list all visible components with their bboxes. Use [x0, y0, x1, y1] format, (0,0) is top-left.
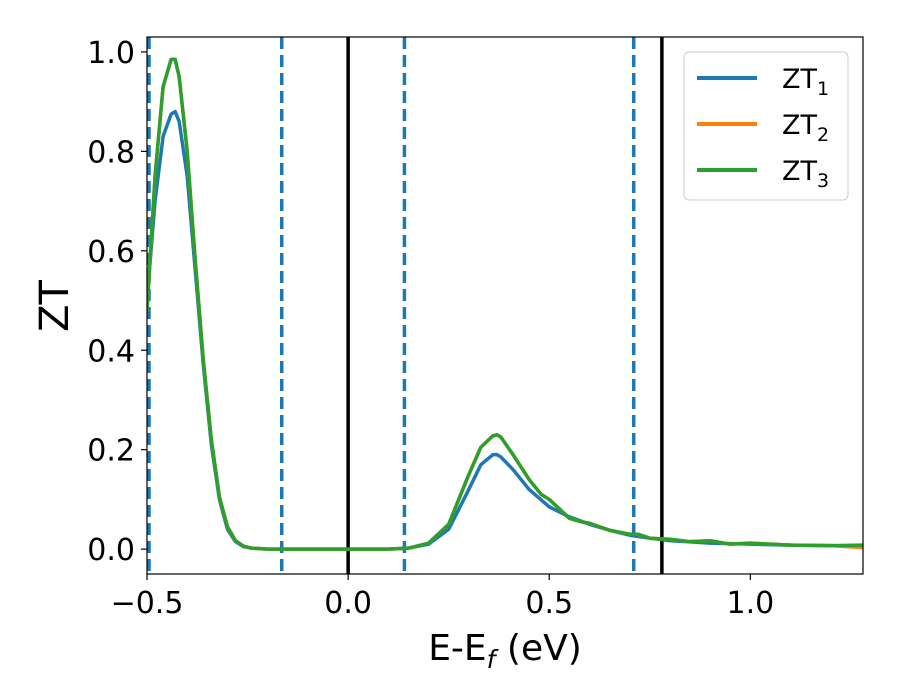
plot-frame — [146, 36, 864, 575]
legend-label-zt1: ZT1 — [782, 64, 829, 100]
y-axis-label: ZT — [32, 280, 78, 332]
x-tick-label: 1.0 — [727, 586, 775, 621]
y-tick-label: 1.0 — [87, 36, 135, 71]
y-tick-label: 0.2 — [87, 434, 135, 469]
series-lines — [147, 57, 863, 551]
x-axis-label: E-Ef (eV) — [428, 628, 582, 674]
x-axis-ticks: −0.5 0.0 0.5 1.0 — [111, 574, 775, 621]
y-axis-ticks: 0.0 0.2 0.4 0.6 0.8 1.0 — [87, 36, 147, 568]
y-tick-label: 0.4 — [87, 334, 135, 369]
reference-lines — [147, 37, 664, 574]
x-tick-label: 0.5 — [525, 586, 573, 621]
legend: ZT1 ZT2 ZT3 — [683, 51, 849, 201]
legend-box — [683, 51, 849, 201]
legend-entries: ZT1 ZT2 ZT3 — [697, 64, 829, 192]
y-tick-label: 0.8 — [87, 135, 135, 170]
legend-label-zt3: ZT3 — [782, 156, 829, 192]
legend-label-zt2: ZT2 — [782, 110, 829, 146]
y-tick-label: 0.6 — [87, 235, 135, 270]
x-tick-label: −0.5 — [111, 586, 184, 621]
x-tick-label: 0.0 — [324, 586, 372, 621]
series-line-zt3 — [147, 57, 863, 551]
y-tick-label: 0.0 — [87, 533, 135, 568]
